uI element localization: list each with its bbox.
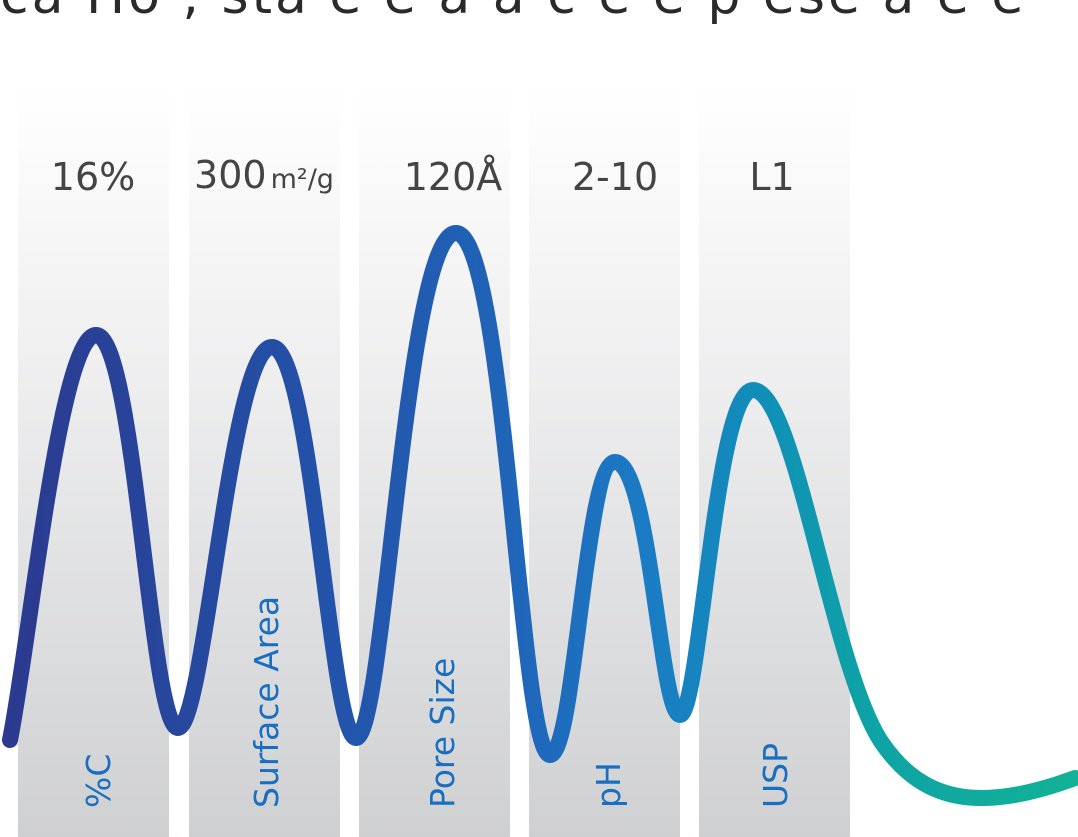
value-carbon: 16% (51, 155, 135, 199)
wave-leading-taper (5, 577, 43, 745)
value-surface-area: 300 m²/g (194, 153, 334, 197)
label-surface-area: Surface Area (247, 596, 286, 808)
label-ph: pH (589, 762, 628, 808)
label-usp: USP (756, 743, 795, 808)
label-pore-size: Pore Size (423, 658, 462, 808)
value-usp: L1 (749, 155, 794, 199)
chromatogram-wave (2, 225, 1078, 807)
value-ph: 2-10 (572, 155, 658, 199)
value-pore-size: 120Å (404, 155, 503, 199)
column-carbon (18, 85, 169, 837)
label-carbon: %C (79, 754, 118, 808)
cropped-header-text: ca Ho , sta e e a a c e e p ese a e e (0, 0, 1078, 26)
column-pore-size (359, 85, 510, 837)
